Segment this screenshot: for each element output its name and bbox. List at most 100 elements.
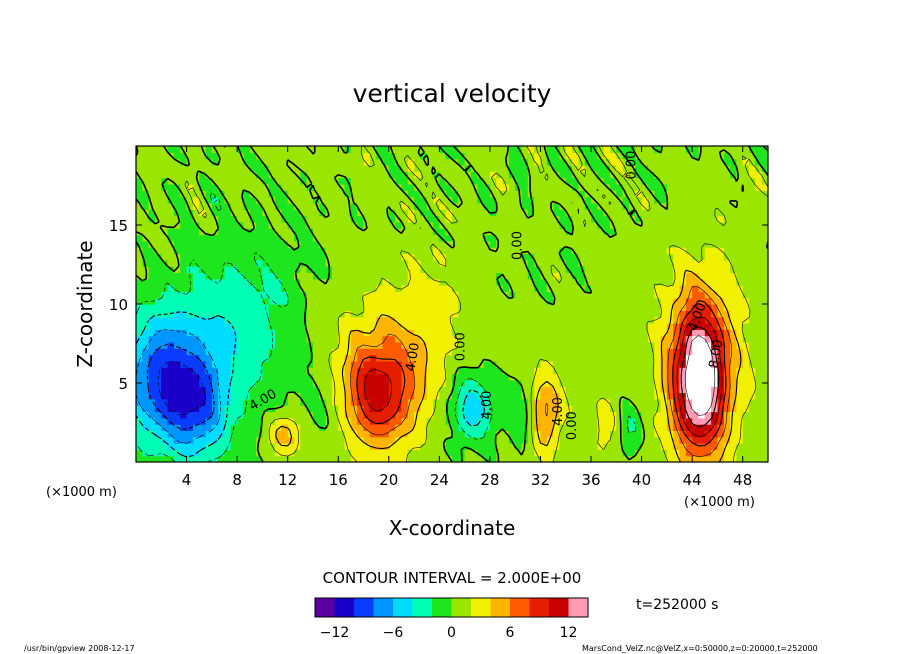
heat-cell bbox=[294, 228, 301, 236]
heat-cell bbox=[515, 266, 523, 273]
heat-cell bbox=[452, 354, 459, 362]
heat-cell bbox=[331, 196, 339, 204]
heat-cell bbox=[464, 354, 472, 362]
heat-cell bbox=[458, 335, 466, 343]
heat-cell bbox=[439, 411, 447, 419]
heat-cell bbox=[344, 335, 352, 343]
heat-cell bbox=[654, 158, 662, 166]
heat-cell bbox=[439, 449, 447, 457]
heat-cell bbox=[508, 354, 516, 362]
heat-cell bbox=[654, 183, 662, 191]
heat-cell bbox=[565, 171, 573, 179]
heat-cell bbox=[287, 310, 295, 318]
heat-cell bbox=[300, 177, 308, 185]
heat-cell bbox=[666, 354, 674, 362]
heat-cell bbox=[698, 316, 706, 324]
heat-cell bbox=[673, 430, 681, 438]
heat-cell bbox=[527, 316, 535, 324]
heat-cell bbox=[224, 455, 232, 462]
heat-cell bbox=[306, 304, 314, 311]
heat-cell bbox=[685, 411, 693, 419]
heat-cell bbox=[452, 455, 459, 462]
heat-cell bbox=[281, 417, 289, 425]
heat-cell bbox=[407, 392, 415, 400]
heat-cell bbox=[445, 386, 453, 394]
heat-cell bbox=[344, 373, 352, 381]
heat-cell bbox=[527, 221, 535, 229]
heat-cell bbox=[230, 398, 238, 406]
heat-cell bbox=[407, 386, 415, 394]
heat-cell bbox=[534, 202, 542, 210]
heat-cell bbox=[489, 240, 497, 248]
heat-cell bbox=[294, 386, 301, 394]
heat-cell bbox=[268, 266, 276, 273]
heat-cell bbox=[338, 240, 346, 248]
heat-cell bbox=[420, 272, 428, 280]
heat-cell bbox=[553, 360, 561, 368]
heat-cell bbox=[704, 297, 712, 305]
heat-cell bbox=[281, 379, 289, 387]
heat-cell bbox=[382, 234, 390, 242]
heat-cell bbox=[237, 443, 245, 450]
heat-cell bbox=[294, 158, 301, 166]
heat-cell bbox=[578, 449, 586, 457]
heat-cell bbox=[704, 183, 712, 191]
heat-cell bbox=[464, 436, 472, 444]
heat-cell bbox=[578, 430, 586, 438]
heat-cell bbox=[666, 373, 674, 381]
heat-cell bbox=[628, 196, 636, 204]
heat-cell bbox=[761, 183, 768, 191]
heat-cell bbox=[388, 228, 396, 236]
heat-cell bbox=[382, 152, 390, 160]
heat-cell bbox=[433, 196, 440, 204]
heat-cell bbox=[363, 209, 371, 217]
heat-cell bbox=[401, 272, 409, 280]
heat-cell bbox=[755, 240, 763, 248]
heat-cell bbox=[268, 335, 276, 343]
heat-cell bbox=[256, 354, 263, 362]
heat-cell bbox=[294, 436, 301, 444]
heat-cell bbox=[205, 158, 213, 166]
heat-cell bbox=[243, 329, 251, 337]
heat-cell bbox=[161, 405, 169, 413]
heat-cell bbox=[622, 158, 630, 166]
heat-cell bbox=[275, 373, 282, 381]
heat-cell bbox=[148, 348, 156, 356]
heat-cell bbox=[420, 247, 428, 255]
heat-cell bbox=[578, 228, 586, 236]
heat-cell bbox=[635, 171, 643, 179]
heat-cell bbox=[730, 209, 737, 217]
heat-cell bbox=[243, 379, 251, 387]
heat-cell bbox=[186, 354, 194, 362]
heat-cell bbox=[287, 449, 295, 457]
heat-cell bbox=[749, 360, 756, 368]
heat-cell bbox=[628, 247, 636, 255]
heat-cell bbox=[395, 436, 403, 444]
heat-cell bbox=[527, 164, 535, 172]
heat-cell bbox=[433, 411, 440, 419]
heat-cell bbox=[395, 171, 403, 179]
heat-cell bbox=[445, 259, 453, 267]
heat-cell bbox=[401, 430, 409, 438]
heat-cell bbox=[704, 455, 712, 462]
heat-cell bbox=[616, 247, 624, 255]
heat-cell bbox=[433, 379, 440, 387]
heat-cell bbox=[452, 209, 459, 217]
heat-cell bbox=[578, 379, 586, 387]
heat-cell bbox=[761, 455, 768, 462]
heat-cell bbox=[502, 424, 510, 431]
heat-cell bbox=[597, 183, 605, 191]
heat-cell bbox=[401, 386, 409, 394]
heat-cell bbox=[553, 196, 561, 204]
heat-cell bbox=[641, 297, 649, 305]
heat-cell bbox=[395, 278, 403, 286]
heat-cell bbox=[338, 411, 346, 419]
heat-cell bbox=[597, 405, 605, 413]
heat-cell bbox=[508, 430, 516, 438]
heat-cell bbox=[534, 322, 542, 330]
heat-cell bbox=[521, 291, 529, 299]
heat-cell bbox=[641, 417, 649, 425]
heat-cell bbox=[256, 247, 263, 255]
heat-cell bbox=[407, 152, 415, 160]
heat-cell bbox=[420, 190, 428, 198]
